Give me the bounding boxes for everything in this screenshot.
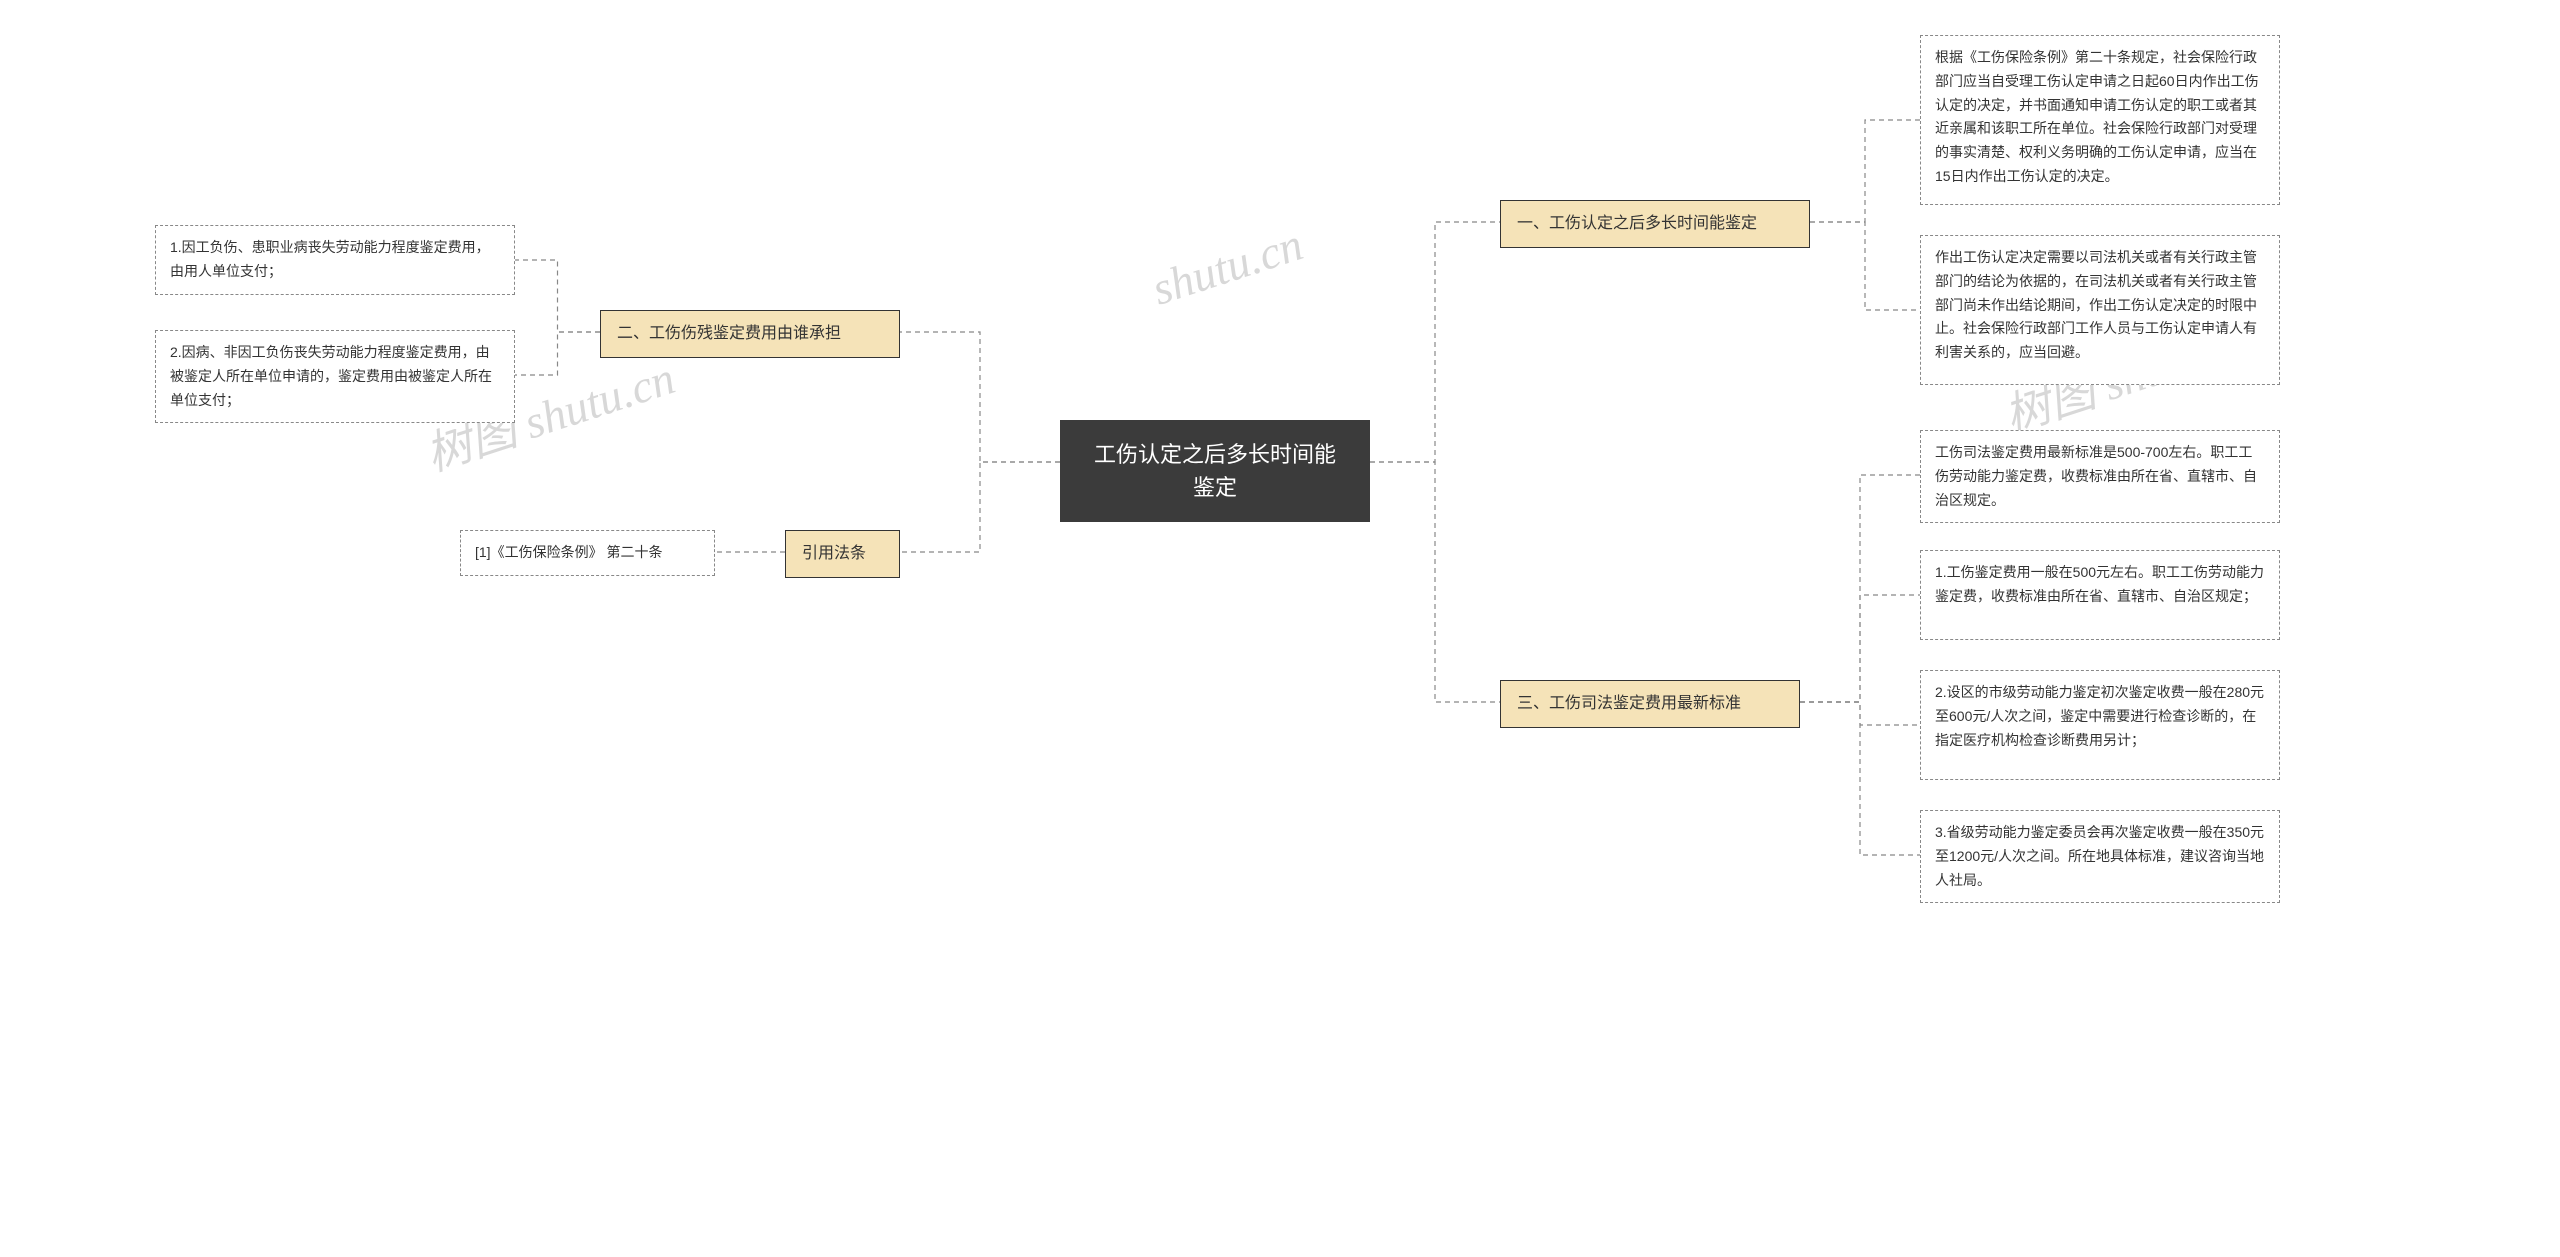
leaf-r3d: 3.省级劳动能力鉴定委员会再次鉴定收费一般在350元至1200元/人次之间。所在… <box>1920 810 2280 903</box>
leaf-l2b: 2.因病、非因工负伤丧失劳动能力程度鉴定费用，由被鉴定人所在单位申请的，鉴定费用… <box>155 330 515 423</box>
leaf-l4a: [1]《工伤保险条例》 第二十条 <box>460 530 715 576</box>
leaf-r1b: 作出工伤认定决定需要以司法机关或者有关行政主管部门的结论为依据的，在司法机关或者… <box>1920 235 2280 385</box>
branch-section-2: 二、工伤伤残鉴定费用由谁承担 <box>600 310 900 358</box>
leaf-r3c: 2.设区的市级劳动能力鉴定初次鉴定收费一般在280元至600元/人次之间，鉴定中… <box>1920 670 2280 780</box>
leaf-r3a: 工伤司法鉴定费用最新标准是500-700左右。职工工伤劳动能力鉴定费，收费标准由… <box>1920 430 2280 523</box>
branch-citation: 引用法条 <box>785 530 900 578</box>
root-node: 工伤认定之后多长时间能鉴定 <box>1060 420 1370 522</box>
branch-section-3: 三、工伤司法鉴定费用最新标准 <box>1500 680 1800 728</box>
branch-section-1: 一、工伤认定之后多长时间能鉴定 <box>1500 200 1810 248</box>
leaf-r1a: 根据《工伤保险条例》第二十条规定，社会保险行政部门应当自受理工伤认定申请之日起6… <box>1920 35 2280 205</box>
leaf-l2a: 1.因工负伤、患职业病丧失劳动能力程度鉴定费用，由用人单位支付； <box>155 225 515 295</box>
watermark-2: shutu.cn <box>1146 217 1309 315</box>
leaf-r3b: 1.工伤鉴定费用一般在500元左右。职工工伤劳动能力鉴定费，收费标准由所在省、直… <box>1920 550 2280 640</box>
